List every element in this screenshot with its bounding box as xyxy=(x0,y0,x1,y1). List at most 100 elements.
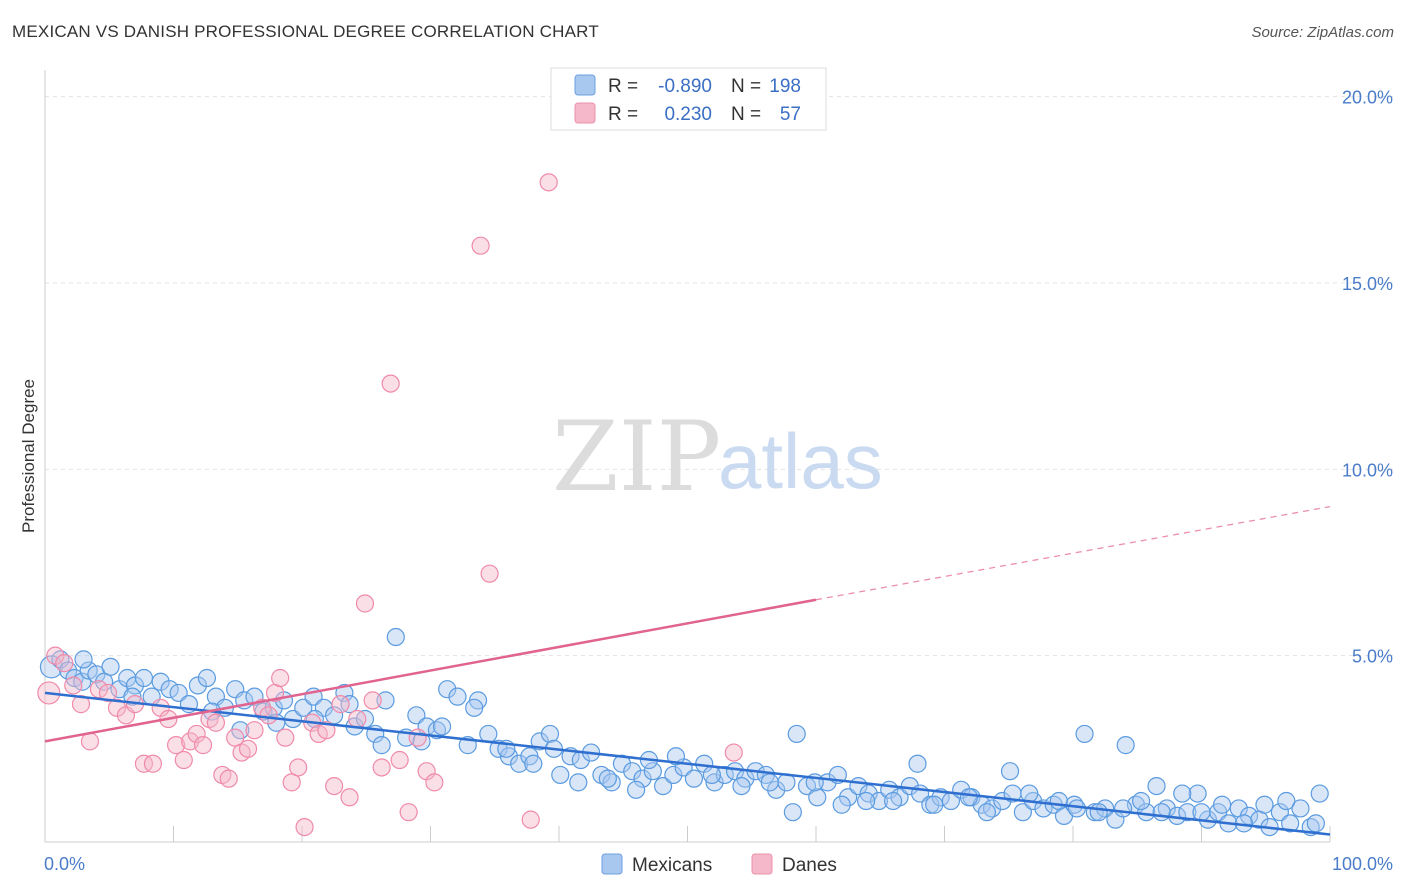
mexicans-point xyxy=(479,724,498,744)
mexicans-point xyxy=(1173,784,1192,803)
mexicans-point xyxy=(653,776,673,796)
legend-n-label-1: N = xyxy=(731,76,761,97)
y-tick-label-5: 5.0% xyxy=(1352,647,1393,667)
mexicans-point xyxy=(1270,803,1289,822)
mexicans-point xyxy=(294,698,313,717)
mexicans-point xyxy=(376,691,395,710)
danes-point xyxy=(425,773,444,792)
mexicans-point xyxy=(74,650,93,669)
danes-point xyxy=(381,374,400,393)
danes-point xyxy=(289,758,308,777)
danes-point xyxy=(64,676,83,695)
mexicans-point xyxy=(1049,791,1068,811)
mexicans-trend-line xyxy=(44,691,1331,836)
mexicans-point xyxy=(372,736,391,755)
mexicans-point xyxy=(760,773,779,792)
mexicans-point xyxy=(1310,784,1329,803)
danes-point xyxy=(408,728,427,747)
legend-r-value-2: 0.230 xyxy=(664,104,712,125)
danes-point xyxy=(166,736,186,755)
mexicans-point xyxy=(499,747,518,766)
mexicans-point xyxy=(134,668,154,688)
mexicans-point xyxy=(386,627,405,647)
danes-point xyxy=(271,668,290,688)
mexicans-point xyxy=(626,780,646,799)
series-swatch-danes xyxy=(751,853,773,875)
mexicans-point xyxy=(1000,762,1020,781)
grid-lines xyxy=(45,96,1393,657)
mexicans-point xyxy=(732,776,751,796)
mexicans-point xyxy=(1013,803,1032,822)
danes-point xyxy=(390,750,409,770)
mexicans-point xyxy=(1281,814,1300,833)
legend-n-value-1: 198 xyxy=(769,76,801,97)
danes-point xyxy=(521,810,540,829)
mexicans-point xyxy=(1114,799,1133,818)
mexicans-point xyxy=(1147,776,1166,796)
mexicans-point xyxy=(160,680,179,699)
danes-point xyxy=(259,706,278,725)
mexicans-point xyxy=(524,754,543,773)
mexicans-point xyxy=(101,657,120,676)
mexicans-point xyxy=(633,769,652,788)
mexicans-point xyxy=(87,665,106,684)
watermark-zip: ZIP xyxy=(552,401,721,513)
mexicans-point xyxy=(643,762,662,781)
x-tick-label-max: 100.0% xyxy=(1332,854,1393,874)
legend-n-value-2: 57 xyxy=(780,104,801,125)
mexicans-point xyxy=(684,769,704,788)
mexicans-point xyxy=(1075,724,1094,744)
danes-trend-line xyxy=(44,598,817,743)
mexicans-point xyxy=(540,724,560,744)
mexicans-point xyxy=(869,791,889,811)
danes-point xyxy=(724,743,743,762)
trend-lines xyxy=(44,505,1331,836)
mexicans-point xyxy=(598,769,617,788)
danes-point xyxy=(245,721,264,740)
mexicans-point xyxy=(783,803,802,822)
x-tick-label-min: 0.0% xyxy=(44,854,85,874)
danes-point xyxy=(238,739,258,758)
mexicans-point xyxy=(432,717,452,736)
mexicans-point xyxy=(715,765,734,785)
mexicans-point xyxy=(1116,736,1135,755)
danes-trend-extension xyxy=(815,505,1331,601)
mexicans-point xyxy=(1192,803,1211,822)
mexicans-point xyxy=(832,795,851,814)
danes-point xyxy=(295,817,314,837)
mexicans-point xyxy=(569,773,588,792)
danes-point xyxy=(219,769,238,788)
mexicans-point xyxy=(664,765,683,785)
danes-point xyxy=(340,788,359,807)
legend-box xyxy=(550,67,827,131)
chart-title: MEXICAN VS DANISH PROFESSIONAL DEGREE CO… xyxy=(12,22,599,41)
y-tick-labels: 5.0% 10.0% 15.0% 20.0% xyxy=(1342,88,1393,667)
series-label-danes: Danes xyxy=(782,855,837,876)
mexicans-point xyxy=(612,754,632,773)
mexicans-point xyxy=(1152,803,1171,822)
mexicans-point xyxy=(39,655,64,679)
danes-point xyxy=(71,695,91,714)
series-legend: Mexicans Danes xyxy=(601,853,837,876)
danes-point xyxy=(276,728,295,747)
legend-n-label-2: N = xyxy=(731,104,761,125)
mexicans-point xyxy=(883,791,903,811)
chart-source: Source: ZipAtlas.com xyxy=(1251,24,1394,41)
mexicans-point xyxy=(438,680,457,699)
danes-point xyxy=(206,713,226,732)
danes-point xyxy=(55,654,74,673)
mexicans-point xyxy=(1089,803,1108,822)
danes-point xyxy=(348,709,367,729)
mexicans-point xyxy=(1291,799,1310,818)
danes-point xyxy=(355,594,375,613)
danes-point xyxy=(98,683,118,703)
danes-point xyxy=(372,758,391,777)
legend-r-value-1: -0.890 xyxy=(658,76,712,97)
legend-swatch-danes xyxy=(574,102,596,124)
danes-point xyxy=(399,803,418,822)
mexicans-point xyxy=(839,788,858,807)
series-label-mexicans: Mexicans xyxy=(632,855,712,876)
mexicans-point xyxy=(1212,795,1232,814)
mexicans-point xyxy=(666,747,686,766)
y-tick-label-20: 20.0% xyxy=(1342,88,1393,108)
